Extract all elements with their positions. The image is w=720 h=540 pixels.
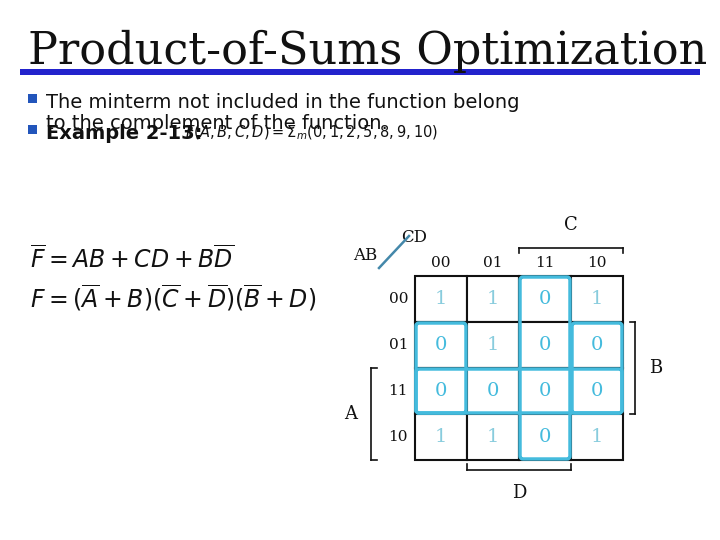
Text: $F(A,B,C,D) = \Sigma_m(0,1,2,5,8,9,10)$: $F(A,B,C,D) = \Sigma_m(0,1,2,5,8,9,10)$	[185, 124, 438, 143]
Bar	[20, 69, 700, 75]
Text: 0: 0	[591, 336, 603, 354]
Text: C: C	[564, 216, 578, 234]
Bar	[571, 276, 623, 322]
Text: 1: 1	[435, 290, 447, 308]
Text: 1: 1	[487, 290, 499, 308]
Text: 1: 1	[591, 290, 603, 308]
Text: 1: 1	[591, 428, 603, 446]
Text: 0: 0	[435, 336, 447, 354]
Text: AB: AB	[353, 247, 377, 265]
Bar	[415, 414, 467, 460]
Bar	[571, 322, 623, 368]
Text: 1: 1	[487, 336, 499, 354]
Bar	[571, 368, 623, 414]
Bar	[415, 322, 467, 368]
Text: 10: 10	[588, 256, 607, 270]
Bar	[519, 322, 571, 368]
Text: 0: 0	[539, 382, 552, 400]
Text: 0: 0	[539, 336, 552, 354]
Text: 0: 0	[591, 382, 603, 400]
Text: 10: 10	[389, 430, 408, 444]
Text: A: A	[344, 405, 357, 423]
Bar	[519, 368, 571, 414]
Bar	[519, 276, 571, 322]
Bar	[467, 368, 519, 414]
Text: 0: 0	[539, 428, 552, 446]
Text: Product-of-Sums Optimization: Product-of-Sums Optimization	[28, 30, 707, 73]
Text: B: B	[649, 359, 662, 377]
Text: to the complement of the function.: to the complement of the function.	[46, 114, 388, 133]
Text: 1: 1	[435, 428, 447, 446]
Text: $F = (\overline{A} + B)(\overline{C} + \overline{D})(\overline{B} + D)$: $F = (\overline{A} + B)(\overline{C} + \…	[30, 282, 316, 313]
Text: 1: 1	[487, 428, 499, 446]
Bar	[467, 414, 519, 460]
Text: 11: 11	[535, 256, 554, 270]
Text: $\overline{F} = AB + CD + B\overline{D}$: $\overline{F} = AB + CD + B\overline{D}$	[30, 245, 234, 273]
Bar	[519, 414, 571, 460]
Bar	[571, 414, 623, 460]
Text: 0: 0	[435, 382, 447, 400]
Text: 0: 0	[487, 382, 499, 400]
Bar	[467, 276, 519, 322]
Text: 00: 00	[431, 256, 451, 270]
Bar	[415, 276, 467, 322]
Bar	[28, 94, 37, 103]
Text: 0: 0	[539, 290, 552, 308]
Bar	[467, 322, 519, 368]
Text: Example 2-13:: Example 2-13:	[46, 124, 216, 143]
Text: 11: 11	[389, 384, 408, 398]
Text: D: D	[512, 484, 526, 502]
Text: The minterm not included in the function belong: The minterm not included in the function…	[46, 93, 520, 112]
Text: 01: 01	[389, 338, 408, 352]
Text: CD: CD	[401, 229, 427, 246]
Bar	[28, 125, 37, 134]
Text: 00: 00	[389, 292, 408, 306]
Bar	[415, 368, 467, 414]
Text: 01: 01	[483, 256, 503, 270]
